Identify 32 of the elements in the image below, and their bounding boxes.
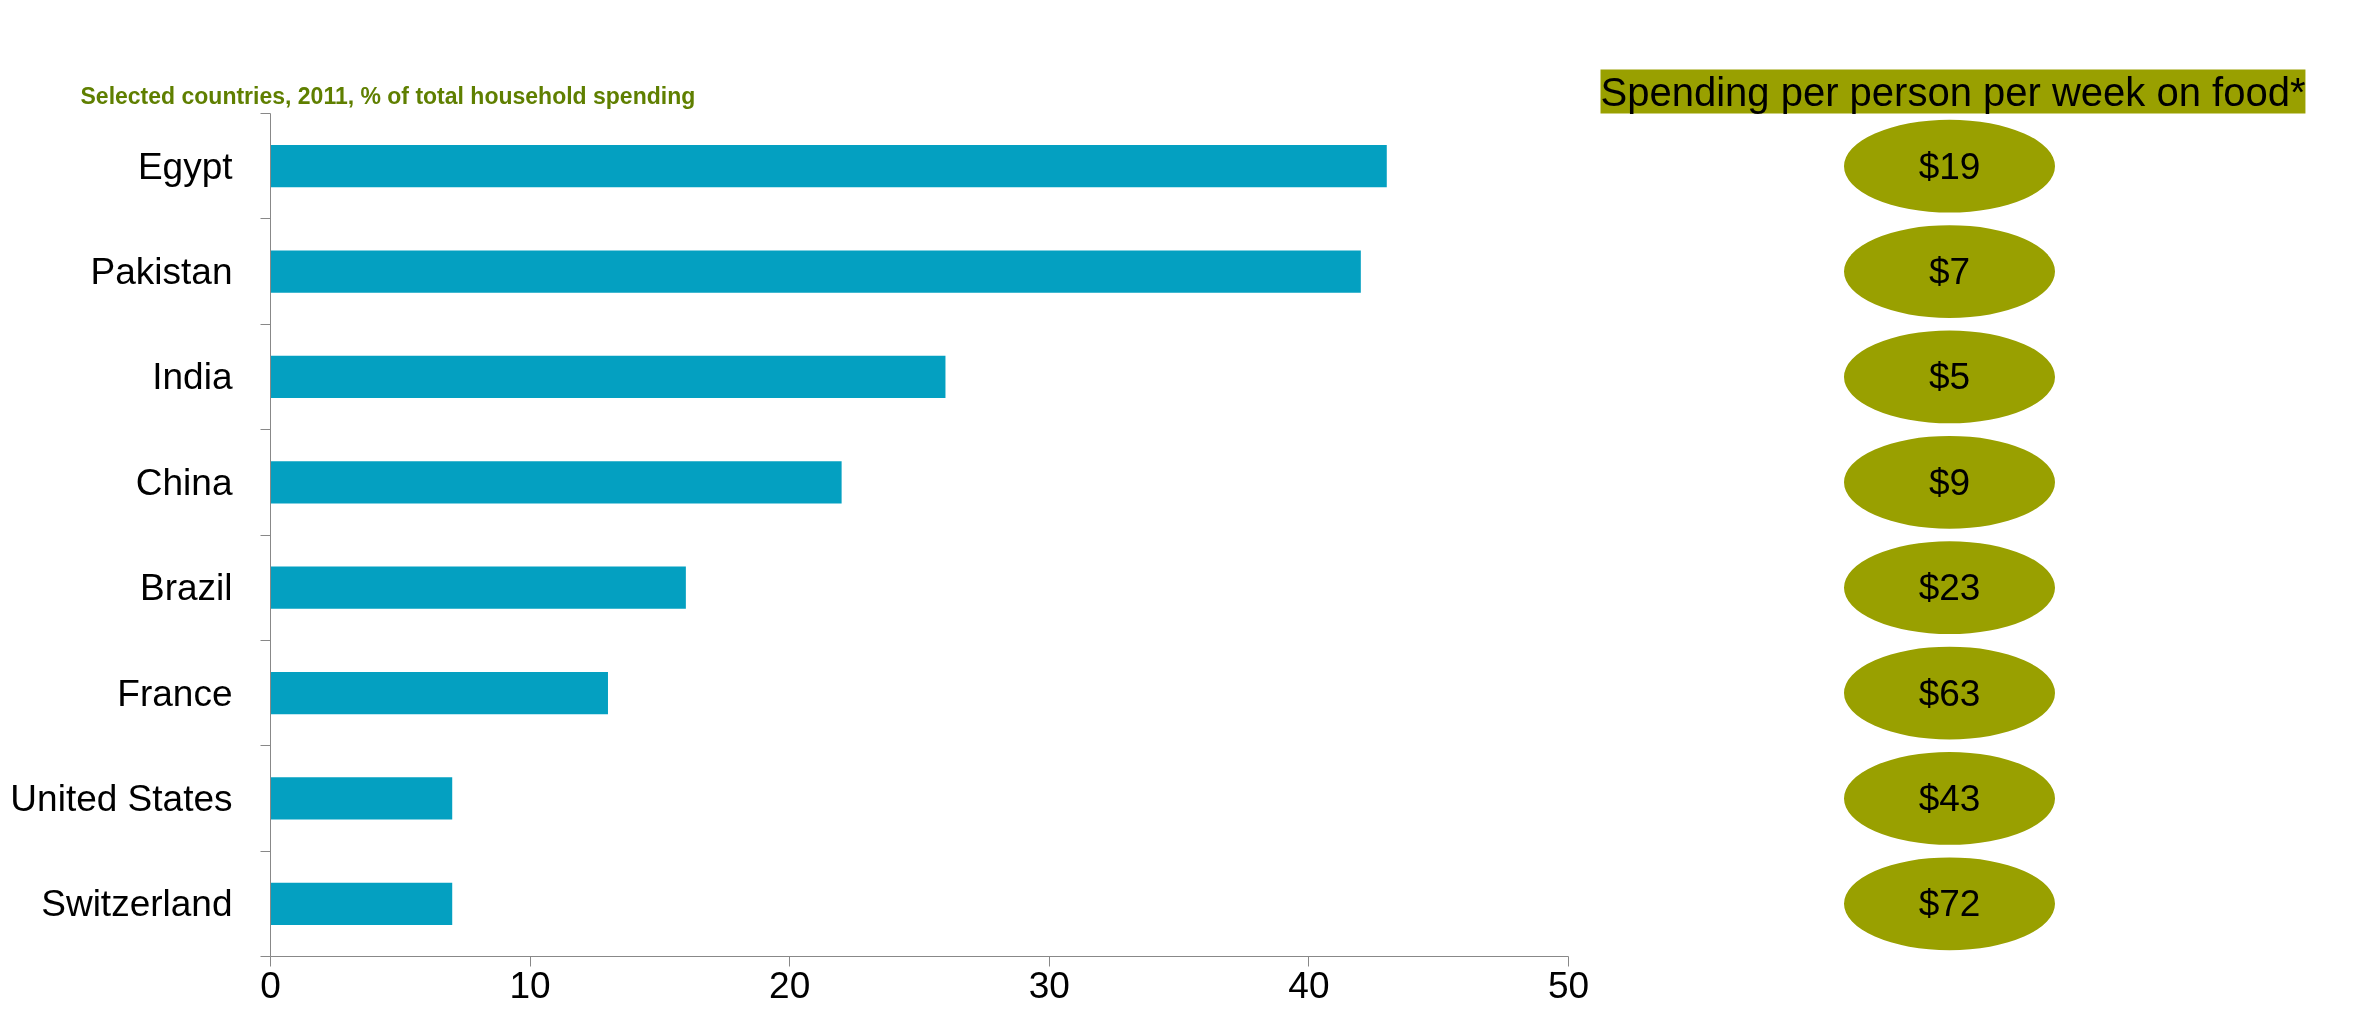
text: $5 (1928, 356, 1971, 398)
x-tick-label: 20 (769, 964, 811, 1006)
bar (270, 882, 453, 925)
y-tick-label: France (117, 672, 233, 714)
text: $63 (1918, 672, 1981, 714)
text: $23 (1918, 567, 1981, 609)
bar (270, 671, 608, 715)
bar (270, 145, 1387, 188)
chart-title: Selected countries, 2011, % of total household spending (80, 82, 696, 109)
x-tick-label: 0 (260, 964, 281, 1006)
x-tick-label: 30 (1028, 964, 1070, 1006)
y-tick-label: United States (10, 777, 233, 819)
y-tick-label: Brazil (139, 567, 233, 609)
text: $72 (1918, 883, 1981, 925)
x-tick-label: 50 (1547, 964, 1590, 1006)
text: $43 (1918, 777, 1981, 819)
x-tick-label: 40 (1288, 964, 1330, 1006)
y-tick-label: Egypt (137, 145, 234, 187)
y-tick-label: India (152, 356, 233, 398)
bar (270, 777, 453, 820)
text: Spending per person per week on food* (1600, 69, 2306, 114)
bar (270, 250, 1361, 293)
y-tick-label: Pakistan (90, 251, 233, 293)
bar (270, 566, 686, 609)
text: $7 (1928, 251, 1971, 293)
text: $9 (1928, 461, 1971, 503)
bar (270, 355, 946, 399)
bar (270, 461, 842, 504)
text: $19 (1918, 145, 1981, 187)
y-tick-label: China (135, 461, 233, 503)
y-tick-label: Switzerland (41, 883, 233, 925)
x-tick-label: 10 (509, 964, 551, 1006)
